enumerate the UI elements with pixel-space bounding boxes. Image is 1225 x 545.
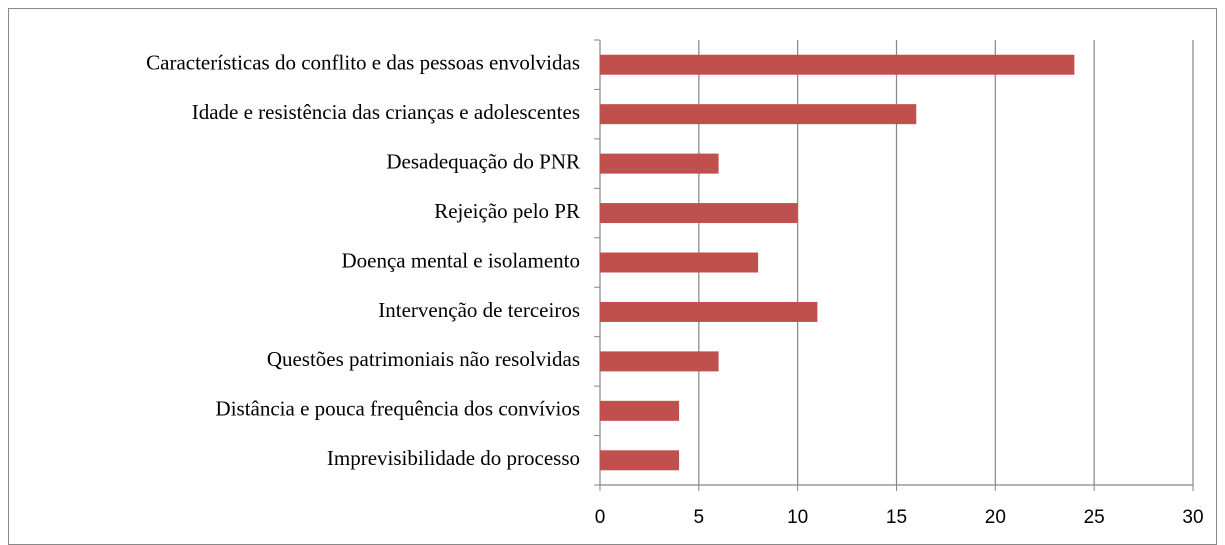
bar	[600, 400, 680, 421]
x-tick-label: 20	[985, 507, 1006, 528]
bar	[600, 351, 719, 372]
y-tick-label: Rejeição pelo PR	[434, 199, 580, 223]
y-tick-label: Características do conflito e das pessoa…	[146, 51, 580, 75]
x-tick-label: 30	[1182, 507, 1203, 528]
bar	[600, 450, 680, 471]
bar	[600, 252, 759, 273]
x-tick-label: 25	[1084, 507, 1105, 528]
y-tick-label: Questões patrimoniais não resolvidas	[267, 347, 580, 371]
bar	[600, 104, 917, 125]
y-tick-label: Doença mental e isolamento	[342, 248, 581, 272]
x-tick-label: 0	[595, 507, 606, 528]
bar	[600, 153, 719, 174]
x-tick-label: 15	[886, 507, 907, 528]
bar	[600, 203, 798, 224]
x-tick-label: 10	[787, 507, 808, 528]
y-tick-label: Imprevisibilidade do processo	[327, 446, 580, 470]
bar	[600, 301, 818, 322]
y-tick-label: Idade e resistência das crianças e adole…	[192, 100, 580, 124]
y-tick-label: Distância e pouca frequência dos convívi…	[216, 397, 580, 421]
bar	[600, 54, 1075, 75]
y-tick-label: Desadequação do PNR	[386, 149, 580, 173]
x-tick-label: 5	[694, 507, 705, 528]
y-tick-label: Intervenção de terceiros	[378, 298, 580, 322]
